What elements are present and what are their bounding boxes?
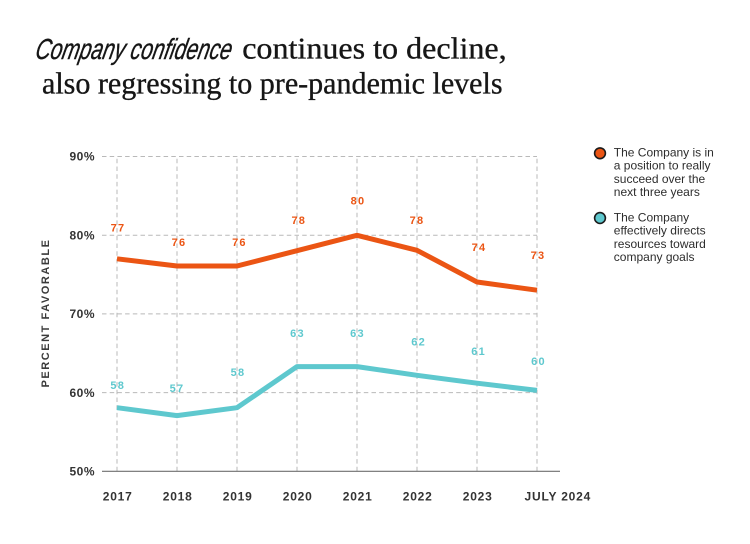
- svg-text:74: 74: [472, 242, 487, 254]
- svg-text:effectively directs: effectively directs: [614, 224, 706, 238]
- svg-text:continues to decline,: continues to decline,: [242, 31, 506, 65]
- svg-text:63: 63: [350, 328, 365, 340]
- svg-text:63: 63: [290, 328, 305, 340]
- svg-text:succeed over the: succeed over the: [614, 172, 706, 186]
- svg-text:JULY 2024: JULY 2024: [525, 490, 592, 504]
- svg-text:2023: 2023: [463, 490, 493, 504]
- svg-text:78: 78: [291, 215, 306, 227]
- svg-text:also regressing to pre-pandemi: also regressing to pre-pandemic levels: [42, 66, 503, 101]
- svg-text:61: 61: [471, 346, 486, 358]
- svg-text:2020: 2020: [283, 490, 313, 504]
- svg-text:78: 78: [410, 215, 425, 227]
- svg-text:80: 80: [351, 196, 366, 208]
- svg-text:next three years: next three years: [614, 185, 700, 199]
- svg-text:80%: 80%: [69, 228, 95, 242]
- svg-text:50%: 50%: [69, 465, 95, 479]
- svg-text:77: 77: [111, 223, 126, 235]
- svg-text:The Company is in: The Company is in: [614, 146, 714, 160]
- svg-text:The Company: The Company: [614, 211, 689, 225]
- svg-text:2021: 2021: [343, 490, 373, 504]
- svg-text:76: 76: [232, 237, 247, 249]
- svg-text:73: 73: [531, 250, 546, 262]
- svg-text:58: 58: [110, 380, 125, 392]
- svg-text:76: 76: [172, 237, 187, 249]
- svg-text:70%: 70%: [69, 307, 95, 321]
- svg-text:a position to really: a position to really: [614, 159, 711, 173]
- svg-text:2022: 2022: [403, 490, 433, 504]
- svg-text:57: 57: [170, 383, 185, 395]
- svg-text:2017: 2017: [103, 490, 133, 504]
- svg-text:Company confidence: Company confidence: [33, 34, 236, 66]
- svg-text:company goals: company goals: [614, 250, 695, 264]
- svg-text:2019: 2019: [223, 490, 253, 504]
- svg-text:60: 60: [531, 356, 546, 368]
- svg-text:62: 62: [411, 336, 426, 348]
- svg-text:resources toward: resources toward: [614, 237, 706, 251]
- svg-text:2018: 2018: [163, 490, 193, 504]
- svg-text:PERCENT FAVORABLE: PERCENT FAVORABLE: [40, 239, 52, 388]
- svg-text:58: 58: [231, 367, 246, 379]
- svg-text:90%: 90%: [69, 150, 95, 164]
- svg-text:60%: 60%: [69, 386, 95, 400]
